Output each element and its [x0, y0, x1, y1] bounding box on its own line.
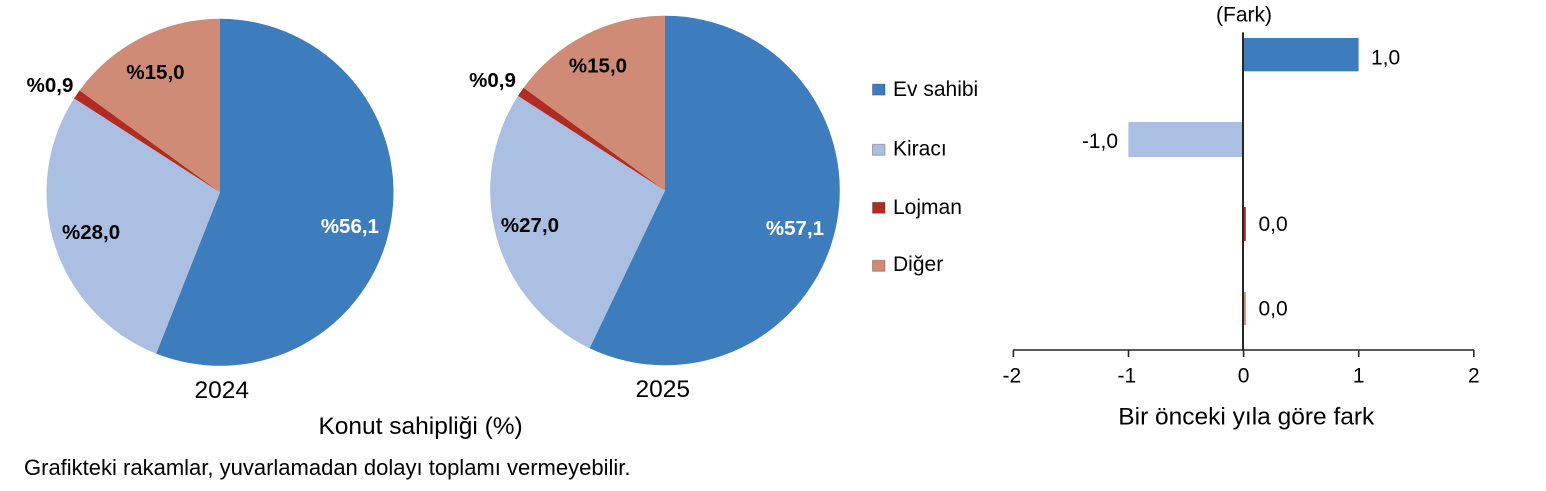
svg-text:%15,0: %15,0 — [126, 61, 184, 84]
svg-text:%28,0: %28,0 — [62, 221, 120, 244]
svg-text:Lojman: Lojman — [893, 196, 962, 219]
svg-text:0: 0 — [1238, 365, 1250, 388]
svg-text:1,0: 1,0 — [1371, 47, 1400, 70]
svg-text:Grafikteki rakamlar, yuvarlama: Grafikteki rakamlar, yuvarlamadan dolayı… — [24, 455, 630, 480]
svg-text:Konut sahipliği (%): Konut sahipliği (%) — [318, 413, 522, 440]
svg-text:(Fark): (Fark) — [1216, 4, 1272, 27]
svg-text:Bir önceki yıla göre fark: Bir önceki yıla göre fark — [1118, 403, 1375, 430]
svg-text:-1: -1 — [1118, 365, 1137, 388]
svg-text:-2: -2 — [1002, 365, 1021, 388]
svg-text:Kiracı: Kiracı — [893, 138, 947, 161]
svg-text:%27,0: %27,0 — [501, 214, 559, 237]
svg-text:%57,1: %57,1 — [766, 217, 824, 240]
svg-text:2: 2 — [1468, 365, 1480, 388]
svg-text:2025: 2025 — [635, 376, 690, 403]
svg-text:Ev sahibi: Ev sahibi — [893, 78, 978, 101]
svg-text:0,0: 0,0 — [1259, 298, 1288, 321]
svg-text:%0,9: %0,9 — [27, 74, 74, 97]
svg-text:Diğer: Diğer — [893, 253, 943, 276]
svg-text:1: 1 — [1353, 365, 1365, 388]
svg-text:%15,0: %15,0 — [569, 55, 627, 78]
svg-text:2024: 2024 — [195, 377, 250, 404]
svg-text:%56,1: %56,1 — [321, 215, 379, 238]
svg-text:0,0: 0,0 — [1259, 213, 1288, 236]
svg-text:%0,9: %0,9 — [469, 69, 516, 92]
svg-text:-1,0: -1,0 — [1082, 130, 1118, 153]
